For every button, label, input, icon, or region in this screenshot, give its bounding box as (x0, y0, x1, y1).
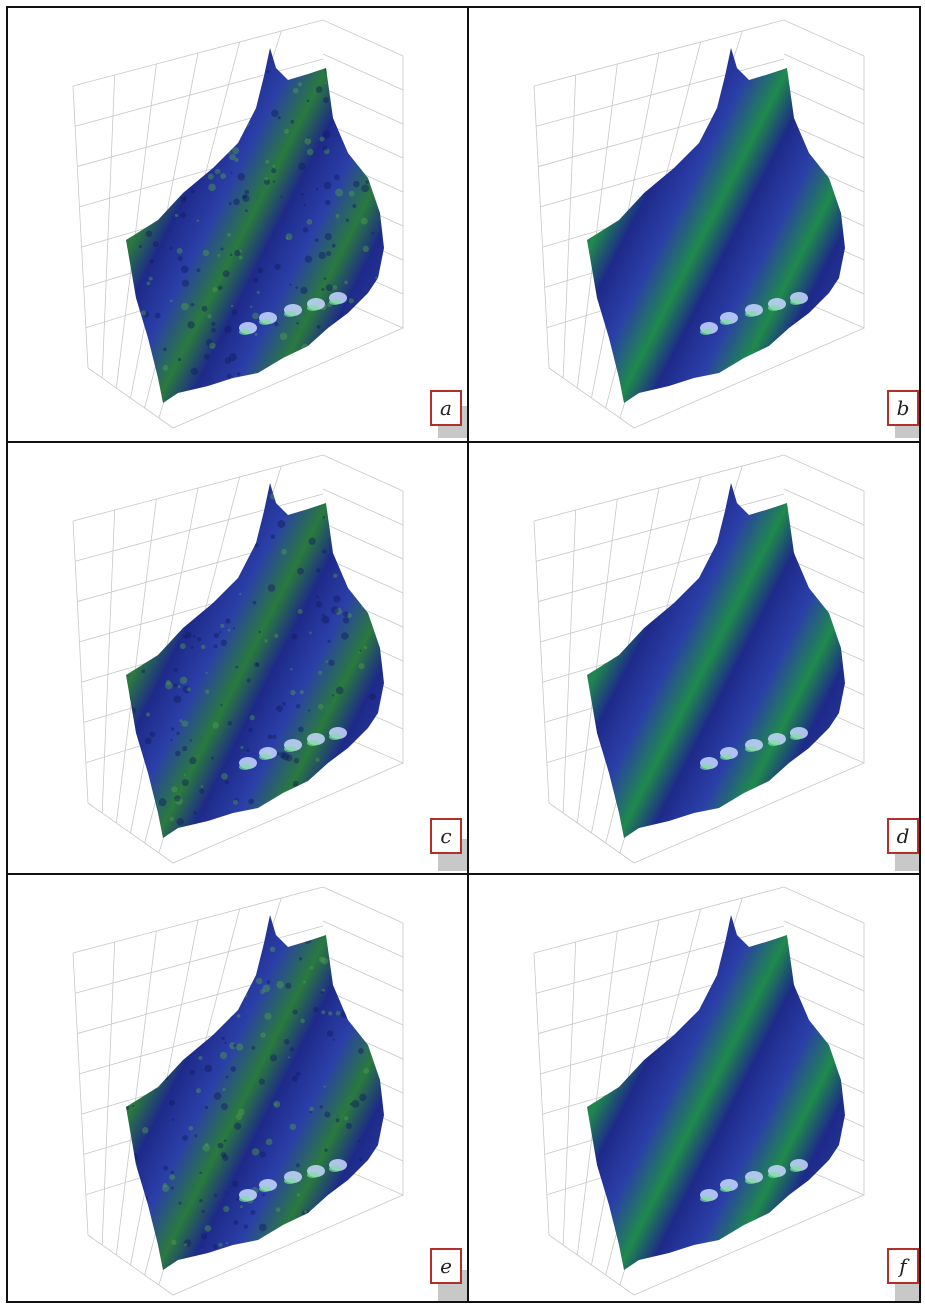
panel-a: a (8, 8, 467, 441)
panel-label-f: f (887, 1248, 919, 1284)
surface-plot-b (533, 19, 865, 429)
panel-d: d (469, 443, 919, 873)
horizontal-divider-1 (6, 441, 921, 443)
surface-plot-f (533, 886, 865, 1296)
horizontal-divider-2 (6, 873, 921, 875)
panel-e: e (8, 875, 467, 1301)
surface-plot-d (533, 454, 865, 864)
panel-label-b: b (887, 390, 919, 426)
vertical-divider (467, 6, 469, 1303)
panel-grid-border (6, 6, 921, 1303)
panel-label-a: a (430, 390, 462, 426)
surface-plot-c (72, 454, 404, 864)
surface-plot-e (72, 886, 404, 1296)
panel-c: c (8, 443, 467, 873)
panel-label-e: e (430, 1248, 462, 1284)
surface-plot-a (72, 19, 404, 429)
panel-f: f (469, 875, 919, 1301)
panel-b: b (469, 8, 919, 441)
panel-label-d: d (887, 818, 919, 854)
panel-label-c: c (430, 818, 462, 854)
